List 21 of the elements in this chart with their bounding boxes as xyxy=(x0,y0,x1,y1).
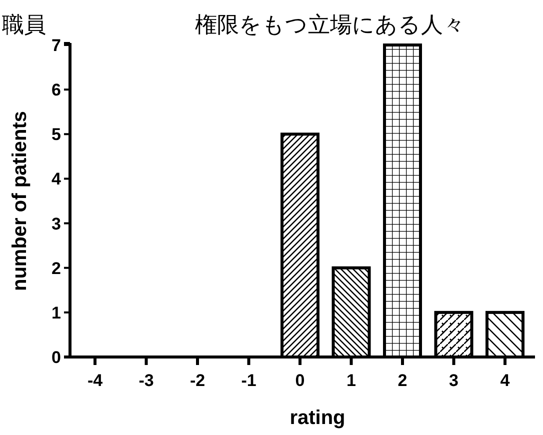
y-tick-label: 1 xyxy=(52,303,61,322)
x-tick-label: -1 xyxy=(241,371,256,390)
y-tick-label: 5 xyxy=(52,125,61,144)
x-tick-label: 3 xyxy=(449,371,458,390)
annotation: 職員 xyxy=(2,12,46,37)
x-tick-label: 1 xyxy=(346,371,356,390)
x-tick-label: 0 xyxy=(295,371,305,390)
x-tick-label: 2 xyxy=(398,371,408,390)
x-tick-label: 4 xyxy=(500,371,510,390)
y-tick-label: 7 xyxy=(52,36,61,55)
x-tick-label: -4 xyxy=(87,371,104,390)
y-tick-label: 6 xyxy=(52,80,61,100)
y-tick-label: 2 xyxy=(52,258,61,278)
title: 権限をもつ立場にある人々 xyxy=(195,12,465,37)
x-axis-title: rating xyxy=(290,407,346,429)
y-tick-label: 3 xyxy=(52,214,61,234)
y-axis-title: number of patients xyxy=(9,110,31,292)
x-tick-label: -3 xyxy=(138,371,154,390)
y-tick-label: 4 xyxy=(52,170,62,189)
x-tick-label: -2 xyxy=(190,371,206,390)
y-tick-label: 0 xyxy=(52,348,61,367)
